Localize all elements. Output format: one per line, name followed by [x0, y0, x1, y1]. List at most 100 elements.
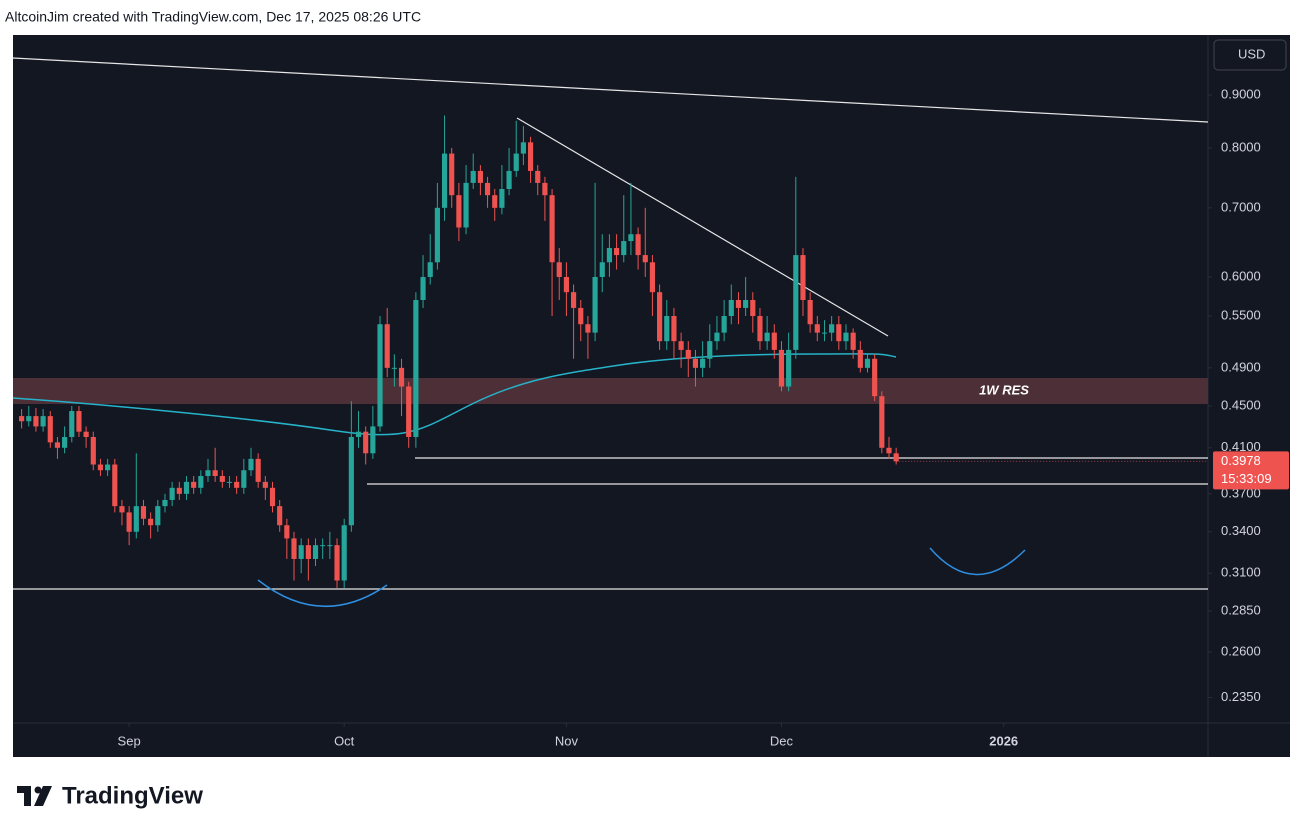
candle-body: [778, 349, 785, 387]
candle-body: [592, 276, 598, 333]
x-tick-label: Oct: [334, 733, 355, 748]
candle-body: [406, 386, 412, 437]
candle-body: [578, 307, 584, 325]
candle-body: [255, 458, 261, 482]
candle-body: [140, 506, 147, 519]
x-tick-label: Nov: [555, 733, 579, 748]
candle-body: [377, 324, 383, 427]
candle-body: [685, 349, 691, 359]
candle-body: [427, 262, 433, 277]
candle-body: [291, 538, 297, 559]
candle-body: [341, 525, 347, 581]
candle-body: [241, 470, 247, 488]
candle-body: [750, 299, 756, 317]
candle-body: [714, 332, 720, 342]
candle-body: [355, 431, 362, 437]
y-tick-label: 0.8000: [1221, 139, 1261, 154]
y-tick-label: 0.5500: [1221, 307, 1261, 322]
candle-body: [112, 464, 118, 507]
candle-body: [277, 506, 283, 526]
candle-body: [664, 316, 670, 342]
candle-body: [47, 416, 53, 443]
candle-body: [284, 525, 290, 539]
last-price-box: [1213, 451, 1289, 490]
candle-body: [821, 332, 828, 334]
currency-button[interactable]: [1213, 39, 1287, 71]
candle-body: [205, 470, 211, 477]
candle-body: [614, 248, 620, 256]
candle-body: [893, 453, 899, 462]
y-tick-label: 0.2850: [1221, 602, 1261, 617]
candle-body: [19, 416, 25, 422]
candle-body: [40, 416, 46, 427]
header: AltcoinJim created with TradingView.com,…: [5, 9, 421, 25]
candle-body: [542, 182, 548, 196]
logo: TradingView: [17, 782, 203, 809]
candle-body: [793, 255, 799, 350]
candle-body: [298, 545, 304, 559]
candle-body: [692, 358, 699, 368]
y-tick-label: 0.2350: [1221, 689, 1261, 704]
candle-body: [248, 458, 254, 471]
candle-body: [549, 195, 555, 263]
candle-body: [155, 506, 161, 526]
y-tick-label: 0.4100: [1221, 439, 1261, 454]
candle-body: [513, 153, 519, 171]
candle-body: [506, 170, 512, 190]
candle-body: [105, 464, 111, 471]
candle-body: [312, 545, 319, 559]
y-tick-label: 0.4900: [1221, 359, 1261, 374]
candle-body: [470, 170, 476, 183]
candle-body: [398, 367, 405, 387]
candle-body: [183, 481, 190, 494]
candle-body: [413, 299, 419, 437]
candles: [19, 115, 899, 588]
countdown: 15:33:09: [1221, 471, 1272, 486]
x-tick-label: 2026: [989, 733, 1018, 748]
candle-body: [707, 341, 713, 359]
candle-body: [735, 299, 742, 308]
candle-body: [126, 512, 132, 532]
candle-body: [857, 349, 863, 368]
candle-body: [348, 436, 354, 526]
last-price: 0.3978: [1221, 453, 1261, 468]
candle-body: [133, 506, 139, 532]
candle-body: [148, 518, 154, 526]
candle-body: [700, 358, 706, 368]
candle-body: [162, 499, 168, 507]
candle-body: [33, 416, 39, 427]
candle-body: [226, 481, 233, 483]
candle-body: [563, 276, 569, 293]
candle-body: [872, 358, 878, 397]
candle-body: [606, 248, 613, 263]
candle-body: [850, 332, 856, 350]
candle-body: [334, 545, 340, 581]
y-tick-label: 0.7000: [1221, 199, 1261, 214]
candle-body: [764, 332, 770, 342]
y-tick-label: 0.6000: [1221, 268, 1261, 283]
candle-body: [119, 506, 125, 513]
y-tick-label: 0.3100: [1221, 565, 1261, 580]
candle-body: [649, 262, 656, 293]
logo-icon: [34, 786, 42, 794]
candle-body: [69, 411, 75, 437]
candle-body: [420, 276, 426, 300]
candle-body: [441, 153, 448, 208]
trend-line: [516, 117, 889, 337]
x-tick-label: Dec: [770, 733, 794, 748]
candle-body: [90, 436, 96, 465]
candle-body: [463, 182, 469, 228]
y-tick-label: 0.9000: [1221, 87, 1261, 102]
candle-body: [449, 153, 455, 196]
candle-body: [219, 476, 225, 482]
candle-body: [807, 299, 813, 325]
drawings: 1W RES: [12, 57, 1209, 608]
moving-average: [12, 353, 897, 436]
candle-body: [234, 481, 240, 488]
candle-body: [370, 426, 376, 454]
candle-body: [635, 234, 641, 256]
candle-body: [363, 431, 369, 454]
candle-body: [657, 292, 663, 342]
candle-body: [800, 255, 806, 300]
candle-body: [743, 299, 749, 308]
